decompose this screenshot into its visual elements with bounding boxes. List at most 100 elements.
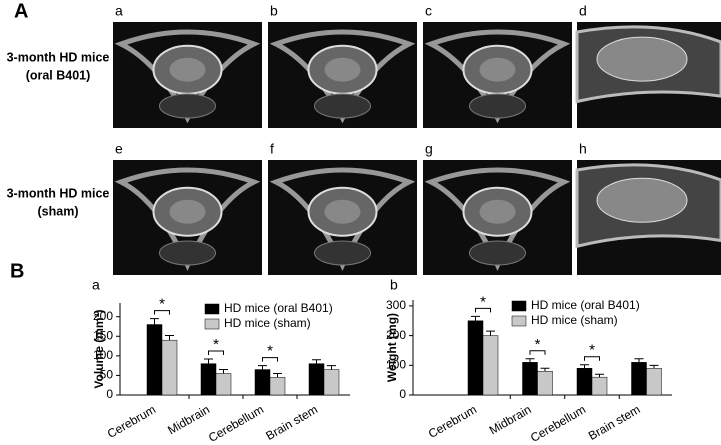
legend-label: HD mice (sham): [224, 316, 311, 330]
bar: [467, 320, 484, 396]
legend-swatch: [511, 315, 527, 327]
bar: [215, 373, 232, 396]
x-tick-label: Brain stem: [586, 402, 643, 443]
error-bar: [150, 318, 159, 325]
legend-swatch: [204, 318, 220, 330]
error-bar: [165, 334, 174, 341]
row-label: (sham): [38, 204, 79, 218]
row-label: 3-month HD mice: [7, 50, 110, 64]
mri-jaw: [469, 93, 526, 119]
significance-bracket: [475, 307, 491, 313]
y-tick-label: 200: [386, 328, 406, 342]
mri-brain: [169, 57, 206, 82]
error-bar: [471, 315, 480, 321]
mri-jaw: [314, 240, 371, 266]
error-bar: [204, 358, 213, 364]
mri-brain: [324, 57, 361, 82]
bar: [269, 377, 286, 396]
row-label: 3-month HD mice: [7, 186, 110, 200]
error-bar: [273, 372, 282, 378]
image-label: h: [579, 141, 587, 157]
panel-label: B: [10, 260, 24, 282]
y-tick-label: 300: [386, 298, 406, 312]
legend-label: HD mice (oral B401): [531, 298, 640, 312]
mri-brain: [479, 199, 516, 224]
significance-mark: *: [267, 343, 273, 360]
error-bar: [486, 330, 495, 336]
error-bar: [258, 365, 267, 370]
bar: [631, 362, 647, 396]
y-axis-title: Volume (mm³): [92, 309, 106, 388]
significance-bracket: [262, 357, 278, 362]
image-label: f: [270, 141, 274, 157]
mri-brain: [479, 57, 516, 82]
error-bar: [649, 364, 659, 369]
significance-bracket: [584, 356, 600, 361]
legend-swatch: [204, 303, 220, 315]
significance-mark: *: [535, 336, 541, 353]
significance-bracket: [529, 350, 546, 355]
mri-jaw: [159, 93, 216, 119]
legend-swatch: [511, 300, 527, 312]
bar: [537, 371, 553, 396]
bar: [323, 369, 340, 396]
image-label: b: [270, 3, 278, 19]
mri-brain: [596, 36, 688, 82]
x-tick-label: Cerebellum: [528, 402, 588, 445]
bar: [522, 362, 538, 396]
y-tick-label: 150: [93, 328, 113, 342]
y-tick-label: 200: [93, 309, 113, 323]
mri-brain: [169, 199, 206, 224]
bar: [161, 339, 178, 396]
mri-jaw: [469, 240, 526, 266]
x-tick-label: Cerebrum: [105, 402, 158, 441]
legend-label: HD mice (sham): [531, 313, 618, 327]
significance-mark: *: [213, 336, 219, 353]
significance-bracket: [208, 350, 224, 355]
bar: [308, 363, 325, 396]
y-tick-label: 50: [100, 368, 114, 382]
mri-brain: [596, 177, 688, 223]
error-bar: [312, 359, 321, 364]
y-tick-label: 100: [93, 348, 113, 362]
image-label: g: [425, 141, 433, 157]
error-bar: [327, 365, 336, 370]
chart-label: b: [390, 277, 398, 293]
bar: [254, 369, 271, 396]
bar: [576, 368, 593, 396]
image-label: c: [425, 3, 432, 19]
row-label: (oral B401): [26, 68, 91, 82]
significance-bracket: [154, 310, 170, 315]
image-label: d: [579, 3, 587, 19]
x-tick-label: Cerebrum: [426, 402, 479, 441]
mri-jaw: [159, 240, 216, 266]
bar: [146, 324, 163, 396]
bar: [200, 363, 217, 396]
panel-label: A: [14, 0, 28, 22]
error-bar: [219, 369, 228, 374]
significance-mark: *: [589, 342, 595, 359]
mri-brain: [324, 199, 361, 224]
chart-label: a: [92, 277, 100, 293]
legend-label: HD mice (oral B401): [224, 301, 333, 315]
y-tick-label: 0: [399, 387, 406, 401]
bar: [482, 335, 499, 396]
image-label: a: [115, 3, 123, 19]
significance-mark: *: [480, 293, 486, 310]
error-bar: [595, 373, 604, 378]
x-tick-label: Cerebellum: [206, 402, 266, 445]
significance-mark: *: [159, 296, 165, 313]
x-tick-label: Midbrain: [165, 402, 212, 437]
error-bar: [525, 358, 535, 363]
error-bar: [634, 358, 644, 363]
x-tick-label: Brain stem: [263, 402, 320, 443]
y-tick-label: 100: [386, 357, 406, 371]
x-tick-label: Midbrain: [487, 402, 534, 437]
bar: [646, 368, 662, 396]
image-label: e: [115, 141, 123, 157]
error-bar: [540, 367, 550, 372]
y-tick-label: 0: [106, 387, 113, 401]
y-axis-title: Weight (mg): [385, 313, 399, 382]
